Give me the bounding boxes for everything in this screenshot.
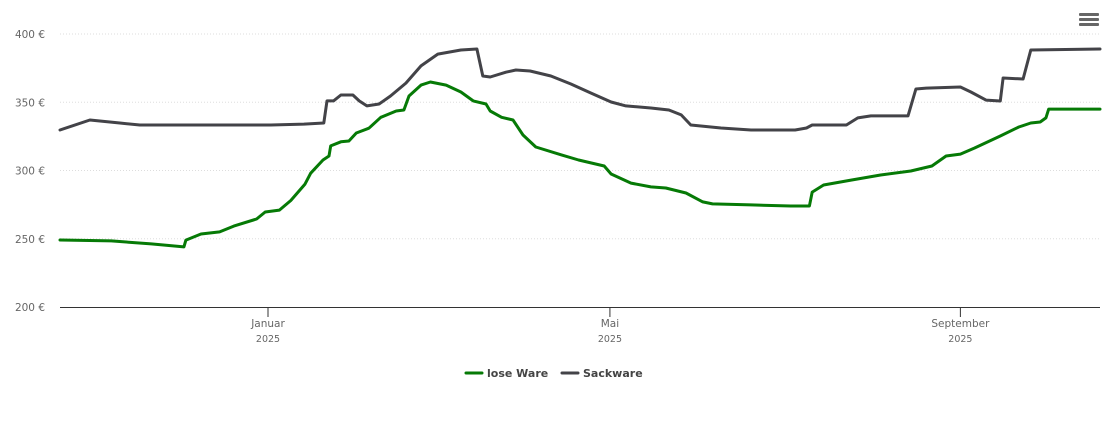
y-tick-label: 200 € (15, 302, 45, 314)
hamburger-menu-icon[interactable] (1079, 13, 1099, 29)
x-axis: Januar 2025 Mai 2025 September 2025 (60, 307, 1100, 345)
y-axis: 200 € 250 € 300 € 350 € 400 € (15, 29, 45, 314)
legend: lose Ware Sackware (464, 367, 643, 380)
x-tick-sublabel: 2025 (256, 334, 280, 345)
series-line-sackware (58, 47, 1102, 132)
legend-label: Sackware (583, 367, 643, 380)
legend-item[interactable]: lose Ware (464, 367, 548, 380)
grid (60, 33, 1100, 240)
x-tick-label: September (931, 318, 990, 330)
y-tick-label: 250 € (15, 234, 45, 246)
series-line-lose-ware (58, 80, 1102, 249)
x-tick-sublabel: 2025 (598, 334, 622, 345)
legend-label: lose Ware (487, 367, 548, 380)
series-lines (58, 47, 1102, 249)
y-tick-label: 400 € (15, 29, 45, 41)
x-tick-sublabel: 2025 (948, 334, 972, 345)
y-tick-label: 300 € (15, 166, 45, 178)
legend-item[interactable]: Sackware (560, 367, 643, 380)
x-tick-label: Mai (601, 318, 619, 330)
x-tick-label: Januar (250, 318, 285, 330)
y-tick-label: 350 € (15, 97, 45, 109)
